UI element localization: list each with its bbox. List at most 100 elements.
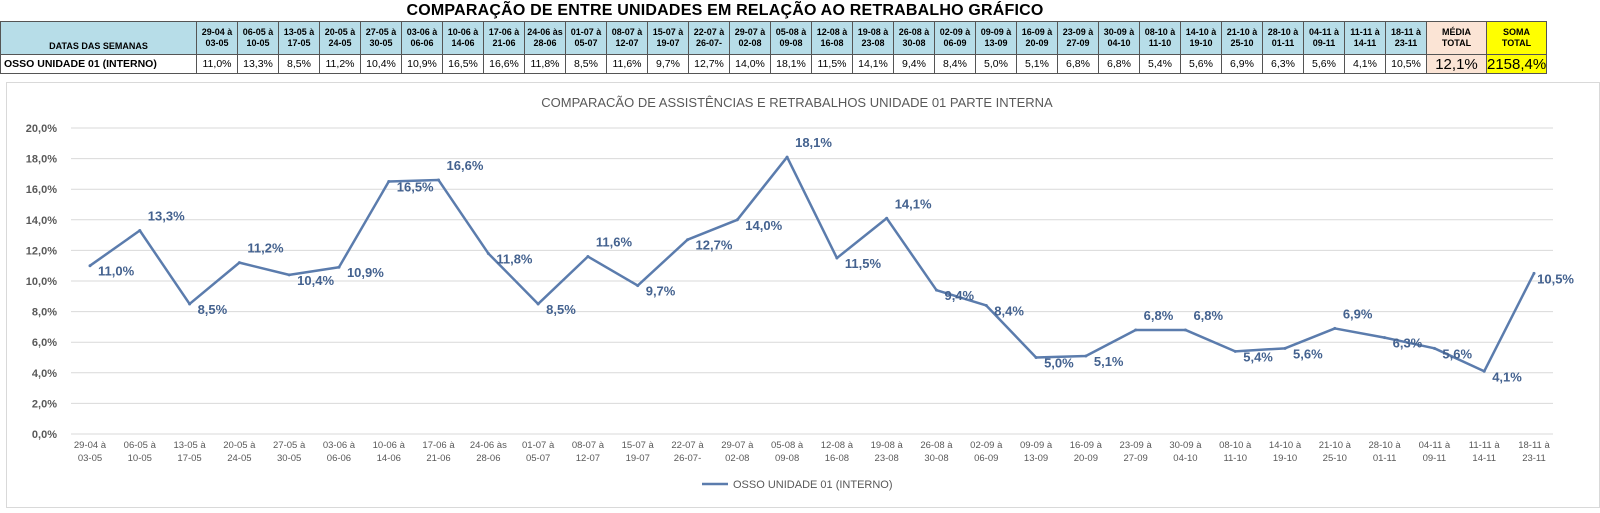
week-header-cell[interactable]: 26-08 à 30-08 — [893, 21, 935, 55]
week-value-cell[interactable]: 5,4% — [1139, 54, 1181, 74]
week-header-cell[interactable]: 06-05 à 10-05 — [237, 21, 279, 55]
data-point — [88, 264, 92, 268]
data-point — [735, 218, 739, 222]
data-label: 11,5% — [845, 256, 882, 271]
week-header-cell[interactable]: 29-04 à 03-05 — [196, 21, 238, 55]
week-header-cell[interactable]: 09-09 à 13-09 — [975, 21, 1017, 55]
week-value-cell[interactable]: 11,5% — [811, 54, 853, 74]
week-header-cell[interactable]: 17-06 à 21-06 — [483, 21, 525, 55]
media-total-header[interactable]: MÉDIA TOTAL — [1426, 21, 1487, 55]
x-tick-label: 09-09 à 13-09 — [1020, 440, 1053, 464]
week-value-cell[interactable]: 16,6% — [483, 54, 525, 74]
data-label: 10,5% — [1537, 271, 1574, 286]
chart-area[interactable]: 0,0% 2,0% 4,0% 6,0% 8,0% 10,0% 12,0% 14,0% 16,0%… — [6, 82, 1600, 508]
week-header-cell[interactable]: 29-07 à 02-08 — [729, 21, 771, 55]
data-label: 4,1% — [1492, 369, 1522, 384]
week-header-cell[interactable]: 04-11 à 09-11 — [1303, 21, 1345, 55]
data-label: 9,7% — [646, 284, 676, 299]
week-header-cell[interactable]: 11-11 à 14-11 — [1344, 21, 1386, 55]
week-value-cell[interactable]: 13,3% — [237, 54, 279, 74]
line-chart: 0,0% 2,0% 4,0% 6,0% 8,0% 10,0% 12,0% 14,0% 16,0%… — [26, 95, 1575, 491]
week-value-cell[interactable]: 6,9% — [1221, 54, 1263, 74]
week-value-cell[interactable]: 6,8% — [1057, 54, 1099, 74]
week-value-cell[interactable]: 11,6% — [606, 54, 648, 74]
week-value-cell[interactable]: 6,3% — [1262, 54, 1304, 74]
week-value-cell[interactable]: 8,5% — [278, 54, 320, 74]
week-header-cell[interactable]: 23-09 à 27-09 — [1057, 21, 1099, 55]
week-header-cell[interactable]: 21-10 à 25-10 — [1221, 21, 1263, 55]
week-value-cell[interactable]: 5,0% — [975, 54, 1017, 74]
x-tick-label: 19-08 à 23-08 — [871, 440, 904, 464]
week-header-cell[interactable]: 19-08 à 23-08 — [852, 21, 894, 55]
week-value-cell[interactable]: 11,2% — [319, 54, 361, 74]
week-value-cell[interactable]: 10,4% — [360, 54, 402, 74]
week-header-cell[interactable]: 12-08 à 16-08 — [811, 21, 853, 55]
week-header-cell[interactable]: 28-10 à 01-11 — [1262, 21, 1304, 55]
chart-title: COMPARACÃO DE ASSISTÊNCIAS E RETRABALHOS… — [541, 95, 1053, 110]
week-header-cell[interactable]: 16-09 à 20-09 — [1016, 21, 1058, 55]
week-header-cell[interactable]: 02-09 à 06-09 — [934, 21, 976, 55]
media-total-value[interactable]: 12,1% — [1426, 54, 1487, 74]
data-point — [636, 284, 640, 288]
week-value-cell[interactable]: 6,8% — [1098, 54, 1140, 74]
y-tick-label: 0,0% — [32, 429, 57, 441]
y-tick-label: 4,0% — [32, 368, 57, 380]
unit-row-label[interactable]: OSSO UNIDADE 01 (INTERNO) — [0, 54, 197, 74]
week-header-cell[interactable]: 24-06 às 28-06 — [524, 21, 566, 55]
week-value-cell[interactable]: 11,0% — [196, 54, 238, 74]
week-value-cell[interactable]: 9,4% — [893, 54, 935, 74]
week-header-cell[interactable]: 14-10 à 19-10 — [1180, 21, 1222, 55]
week-header-label[interactable]: DATAS DAS SEMANAS — [0, 21, 197, 55]
week-header-cell[interactable]: 01-07 à 05-07 — [565, 21, 607, 55]
data-point — [1134, 328, 1138, 332]
chart-legend: OSSO UNIDADE 01 (INTERNO) — [702, 479, 893, 491]
week-value-cell[interactable]: 12,7% — [688, 54, 730, 74]
data-point — [1034, 356, 1038, 359]
week-header-cell[interactable]: 18-11 à 23-11 — [1385, 21, 1427, 55]
data-point — [138, 229, 142, 233]
week-value-cell[interactable]: 9,7% — [647, 54, 689, 74]
week-header-cell[interactable]: 08-07 à 12-07 — [606, 21, 648, 55]
week-value-cell[interactable]: 11,8% — [524, 54, 566, 74]
week-header-cell[interactable]: 03-06 à 06-06 — [401, 21, 443, 55]
week-value-cell[interactable]: 16,5% — [442, 54, 484, 74]
week-header-cell[interactable]: 30-09 à 04-10 — [1098, 21, 1140, 55]
week-value-cell[interactable]: 14,0% — [729, 54, 771, 74]
week-value-cell[interactable]: 4,1% — [1344, 54, 1386, 74]
data-label: 16,5% — [397, 180, 434, 195]
week-header-cell[interactable]: 15-07 à 19-07 — [647, 21, 689, 55]
x-tick-label: 22-07 à 26-07- — [671, 440, 704, 464]
week-value-cell[interactable]: 10,9% — [401, 54, 443, 74]
data-label: 10,9% — [347, 265, 384, 280]
data-point — [188, 302, 192, 306]
x-tick-label: 14-10 à 19-10 — [1269, 440, 1302, 464]
week-value-cell[interactable]: 5,6% — [1180, 54, 1222, 74]
week-value-cell[interactable]: 5,1% — [1016, 54, 1058, 74]
week-header-cell[interactable]: 27-05 à 30-05 — [360, 21, 402, 55]
data-point — [1482, 369, 1486, 373]
week-value-cell[interactable]: 5,6% — [1303, 54, 1345, 74]
week-header-cell[interactable]: 10-06 à 14-06 — [442, 21, 484, 55]
data-point — [984, 303, 988, 307]
week-value-cell[interactable]: 10,5% — [1385, 54, 1427, 74]
y-tick-label: 6,0% — [32, 337, 57, 349]
x-tick-label: 06-05 à 10-05 — [124, 440, 157, 464]
week-value-cell[interactable]: 14,1% — [852, 54, 894, 74]
week-header-cell[interactable]: 13-05 à 17-05 — [278, 21, 320, 55]
data-point — [287, 273, 291, 277]
legend-label: OSSO UNIDADE 01 (INTERNO) — [733, 479, 893, 491]
week-value-cell[interactable]: 18,1% — [770, 54, 812, 74]
week-value-cell[interactable]: 8,5% — [565, 54, 607, 74]
data-point — [1233, 349, 1237, 353]
data-label: 5,4% — [1243, 349, 1273, 364]
week-header-cell[interactable]: 08-10 à 11-10 — [1139, 21, 1181, 55]
week-value-cell[interactable]: 8,4% — [934, 54, 976, 74]
soma-total-header[interactable]: SOMA TOTAL — [1486, 21, 1547, 55]
table-value-row: OSSO UNIDADE 01 (INTERNO) 11,0% 13,3% 8,5%… — [0, 54, 1547, 74]
soma-total-value[interactable]: 2158,4% — [1486, 54, 1547, 74]
week-header-cell[interactable]: 05-08 à 09-08 — [770, 21, 812, 55]
week-header-cell[interactable]: 22-07 à 26-07- — [688, 21, 730, 55]
data-label: 14,0% — [745, 218, 782, 233]
data-point — [1383, 336, 1387, 340]
week-header-cell[interactable]: 20-05 à 24-05 — [319, 21, 361, 55]
